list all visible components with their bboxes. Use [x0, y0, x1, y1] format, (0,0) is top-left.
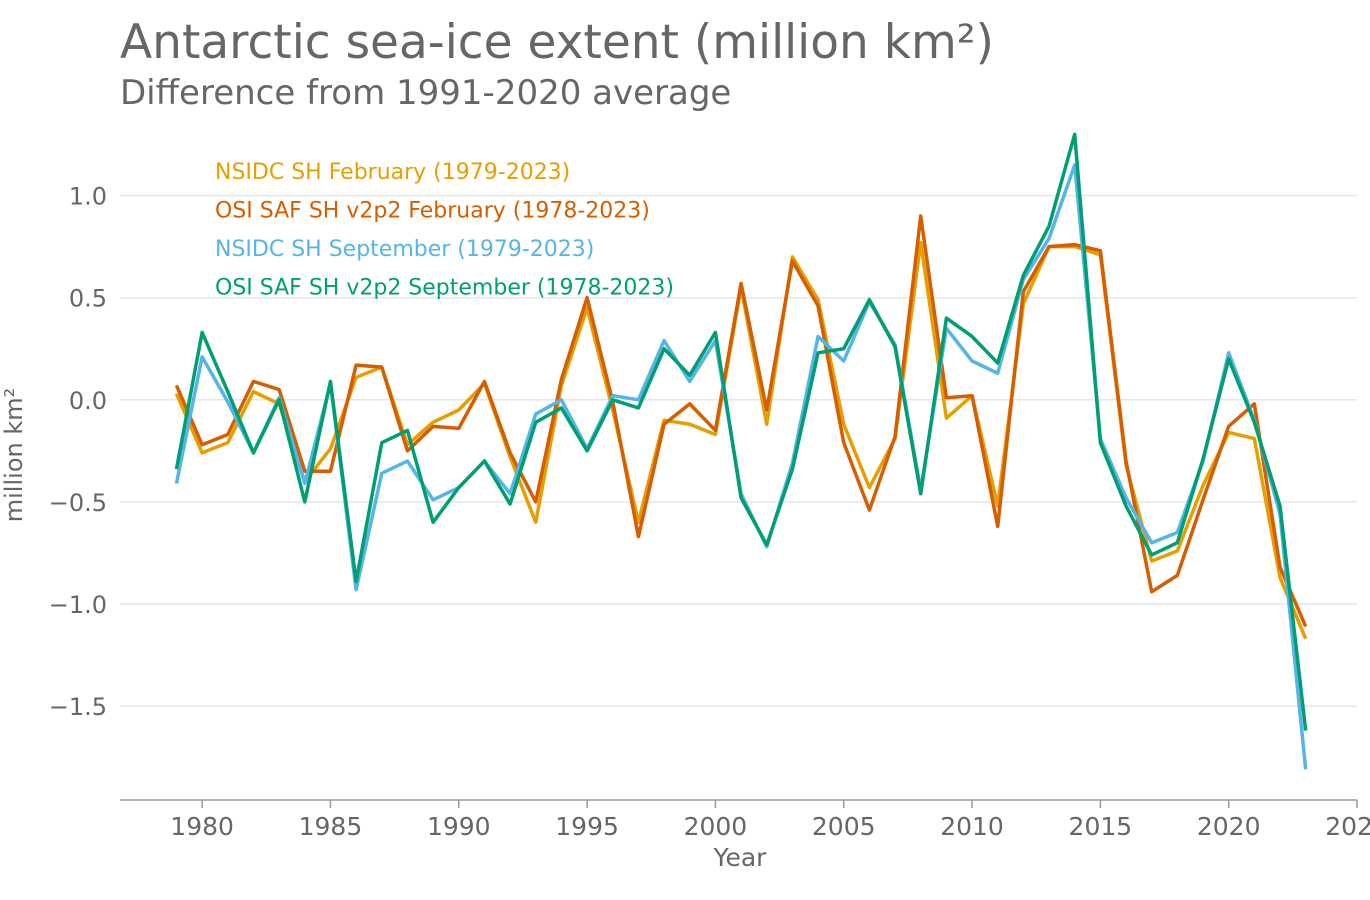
- line-series: [174, 214, 1308, 628]
- x-tick-label: 2010: [940, 812, 1004, 841]
- x-tick-label: 2020: [1197, 812, 1261, 841]
- y-tick-label: 0.0: [69, 387, 107, 415]
- chart-subtitle: Difference from 1991-2020 average: [120, 73, 731, 113]
- x-tick-label: 1995: [555, 812, 619, 841]
- legend-entry: OSI SAF SH v2p2 February (1978-2023): [215, 199, 650, 224]
- x-tick-label: 1985: [299, 812, 363, 841]
- y-tick-label: 0.5: [69, 285, 107, 313]
- x-tick-label: 2025: [1325, 812, 1370, 841]
- y-tick-label: −0.5: [49, 489, 107, 517]
- x-tick-label: 1980: [170, 812, 234, 841]
- x-tick-label: 1990: [427, 812, 491, 841]
- legend-entry: OSI SAF SH v2p2 September (1978-2023): [215, 276, 674, 301]
- line-series: [174, 240, 1308, 640]
- line-series: [174, 132, 1308, 731]
- chart-title: Antarctic sea-ice extent (million km²): [120, 15, 994, 70]
- legend-entry: NSIDC SH September (1979-2023): [215, 237, 594, 262]
- y-tick-label: −1.5: [49, 693, 107, 721]
- y-tick-label: −1.0: [49, 591, 107, 619]
- x-axis-label: Year: [713, 843, 768, 872]
- x-tick-label: 2015: [1069, 812, 1133, 841]
- x-tick-label: 2005: [812, 812, 876, 841]
- y-tick-label: 1.0: [69, 183, 107, 211]
- legend-entry: NSIDC SH February (1979-2023): [215, 160, 570, 185]
- y-axis-label: million km²: [0, 388, 28, 522]
- x-tick-label: 2000: [684, 812, 748, 841]
